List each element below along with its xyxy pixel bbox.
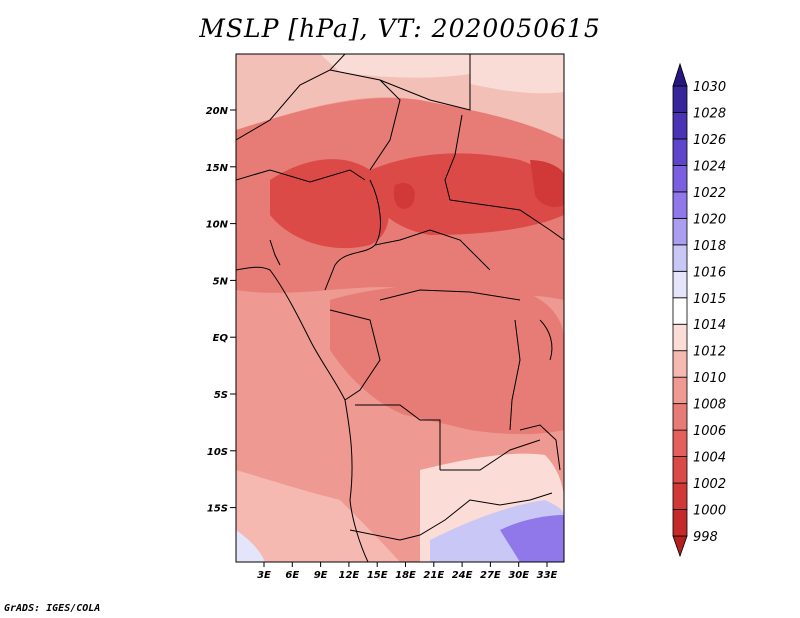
colorbar-label: 1000 [693, 504, 726, 519]
map-title: MSLP [hPa], VT: 2020050615 [199, 14, 601, 43]
lon-label: 33E [537, 570, 558, 581]
colorbar-swatch [672, 376, 688, 405]
colorbar-label: 1008 [693, 398, 726, 413]
lat-label: 20N [206, 106, 229, 117]
colorbar-label: 1028 [693, 106, 726, 121]
colorbar-swatch [672, 191, 688, 219]
colorbar-swatch [672, 297, 688, 325]
lon-label: 3E [257, 570, 271, 581]
colorbar-label: 1026 [693, 133, 726, 148]
colorbar-swatch [672, 85, 688, 113]
border-chad-sudan [444, 114, 463, 201]
egypt-high-zone [470, 54, 564, 94]
lat-label: 15S [207, 504, 228, 515]
colorbar-swatch [672, 112, 688, 140]
colorbar-label: 1016 [693, 265, 726, 280]
lon-label: 6E [285, 570, 299, 581]
map-frame [235, 53, 565, 563]
colorbar-label: 998 [693, 530, 718, 545]
pressure-field [236, 54, 564, 562]
lon-label: 15E [367, 570, 388, 581]
sudan-low-zone [530, 160, 564, 207]
colorbar-swatch [672, 244, 688, 272]
colorbar-swatch [672, 165, 688, 193]
south-deep-zone [500, 515, 564, 562]
colorbar-label: 1020 [693, 212, 726, 227]
lon-label: 18E [395, 570, 416, 581]
lat-label: 10N [206, 220, 229, 231]
lat-label: 5S [214, 390, 228, 401]
colorbar-swatch [672, 509, 688, 537]
colorbar-swatch [672, 270, 688, 299]
border-algeria [236, 54, 346, 141]
colorbar-swatch [672, 429, 688, 457]
colorbar-label: 1015 [693, 292, 726, 307]
colorbar-swatch [672, 138, 688, 166]
colorbar-swatch [672, 456, 688, 484]
colorbar-label: 1012 [693, 345, 726, 360]
border-angola [355, 404, 441, 470]
border-east-lakes [509, 319, 521, 431]
colorbar-swatch [672, 62, 688, 87]
border-libya [379, 54, 471, 111]
colorbar-swatch [672, 217, 688, 246]
colorbar-label: 1024 [693, 159, 726, 174]
chad-core-zone [393, 182, 415, 209]
lat-label: 15N [206, 163, 229, 174]
colorbar-label: 1002 [693, 477, 726, 492]
lon-label: 12E [339, 570, 360, 581]
colorbar-swatch [672, 535, 688, 558]
congo-basin-zone [330, 284, 564, 435]
libya-high-zone [320, 54, 470, 78]
colorbar-label: 1014 [693, 318, 726, 333]
nigeria-low-zone [270, 159, 389, 249]
lat-label: EQ [213, 333, 229, 344]
border-zambia [440, 439, 541, 471]
credit-text: GrADS: IGES/COLA [4, 603, 101, 614]
border-south-sudan [449, 199, 564, 241]
lon-label: 21E [423, 570, 444, 581]
coastline-west [236, 266, 369, 562]
colorbar-swatch [672, 482, 688, 510]
colorbar-swatch [672, 350, 688, 378]
colorbar: 998 1000 1002 1004 1006 1008 1010 1012 1014 1015 1… [672, 62, 726, 558]
lat-label: 5N [213, 276, 229, 287]
border-niger-north [329, 69, 401, 171]
colorbar-label: 1018 [693, 239, 726, 254]
chad-low-zone [370, 153, 564, 235]
lon-label: 24E [452, 570, 473, 581]
colorbar-label: 1022 [693, 186, 726, 201]
lon-label: 30E [508, 570, 529, 581]
colorbar-label: 1004 [693, 451, 726, 466]
border-south [349, 492, 553, 541]
colorbar-label: 1030 [693, 80, 726, 95]
colorbar-swatch [672, 403, 688, 431]
border-drc-north [379, 289, 521, 301]
boundaries [236, 54, 564, 562]
border-niger-nigeria [236, 169, 366, 183]
colorbar-label: 1006 [693, 424, 726, 439]
lon-label: 9E [314, 570, 328, 581]
colorbar-label: 1010 [693, 371, 726, 386]
border-benin [269, 239, 281, 266]
border-gabon-congo [329, 309, 381, 401]
lat-label: 10S [207, 447, 228, 458]
border-car [374, 229, 491, 271]
longitude-axis: 3E 6E 9E 12E 15E 18E 21E 24E 27E 30E 33E [257, 562, 558, 581]
lon-label: 27E [480, 570, 501, 581]
latitude-axis: 20N 15N 10N 5N EQ 5S 10S 15S [206, 106, 236, 515]
sw-corner-zone [236, 530, 265, 562]
border-tanzania [519, 424, 561, 471]
colorbar-swatch [672, 323, 688, 352]
lake-victoria [539, 319, 553, 361]
